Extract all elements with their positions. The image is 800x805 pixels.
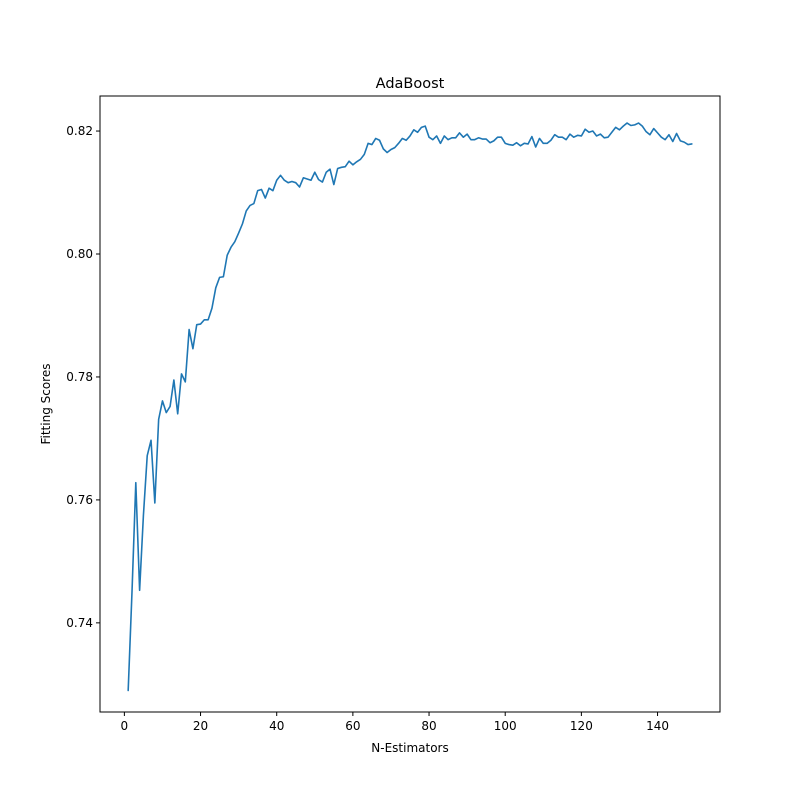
x-tick-label: 20 (193, 719, 208, 733)
x-axis: 0 20 40 60 80 100 120 140 (121, 712, 669, 733)
y-tick-label: 0.80 (66, 247, 93, 261)
axes-frame (99, 95, 721, 713)
x-tick-label: 80 (421, 719, 436, 733)
y-tick-label: 0.76 (66, 493, 93, 507)
x-tick-label: 100 (494, 719, 517, 733)
y-tick-label: 0.82 (66, 124, 93, 138)
x-tick-label: 40 (269, 719, 284, 733)
y-axis: 0.74 0.76 0.78 0.80 0.82 (66, 124, 100, 630)
y-tick-label: 0.78 (66, 370, 93, 384)
chart-title: AdaBoost (376, 76, 445, 92)
x-tick-label: 140 (646, 719, 669, 733)
x-tick-label: 120 (570, 719, 593, 733)
x-tick-label: 0 (121, 719, 129, 733)
series-line (127, 122, 693, 692)
plot-area (127, 122, 693, 692)
x-axis-label: N-Estimators (371, 741, 448, 755)
y-axis-label: Fitting Scores (39, 363, 53, 444)
y-tick-label: 0.74 (66, 616, 93, 630)
x-tick-label: 60 (345, 719, 360, 733)
